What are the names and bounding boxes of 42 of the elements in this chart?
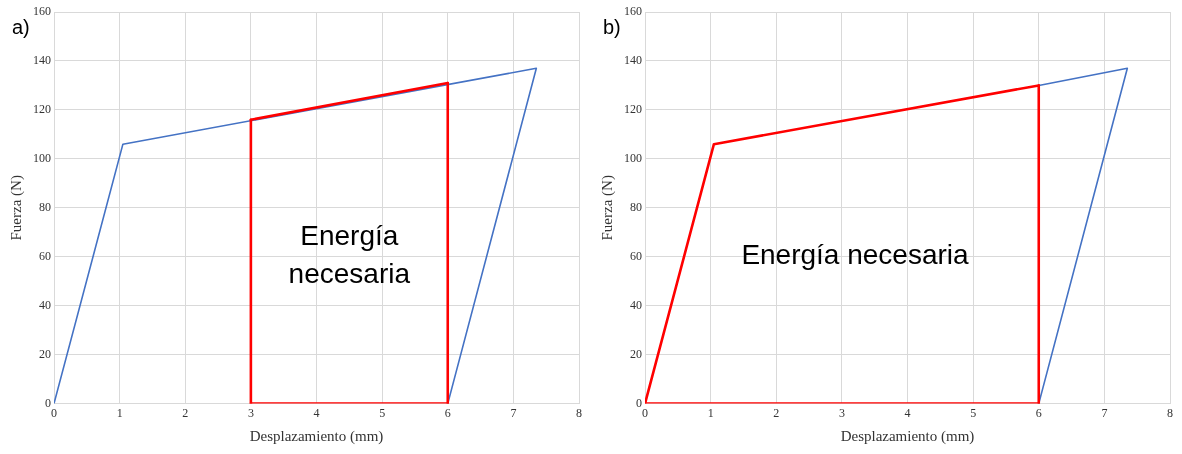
x-tick-label: 6 xyxy=(444,405,451,420)
annotation: Energía necesaria xyxy=(288,220,411,290)
y-tick-label: 160 xyxy=(624,4,642,19)
x-tick-label: 7 xyxy=(510,405,517,420)
y-tick-label: 40 xyxy=(630,297,642,312)
x-tick-label: 2 xyxy=(773,405,780,420)
x-tick-label: 4 xyxy=(904,405,911,420)
x-axis-title: Desplazamiento (mm) xyxy=(840,427,975,445)
x-tick-label: 1 xyxy=(116,405,123,420)
y-tick-label: 120 xyxy=(624,102,642,117)
x-tick-label: 6 xyxy=(1035,405,1042,420)
x-tick-label: 4 xyxy=(313,405,320,420)
x-tick-label: 8 xyxy=(576,405,582,420)
y-tick-label: 40 xyxy=(39,297,51,312)
y-tick-label: 120 xyxy=(33,102,51,117)
x-tick-label: 3 xyxy=(838,405,845,420)
y-tick-label: 0 xyxy=(45,395,51,410)
y-tick-label: 60 xyxy=(630,248,642,263)
chart-title: b) xyxy=(603,15,621,38)
y-tick-label: 0 xyxy=(636,395,642,410)
y-tick-label: 160 xyxy=(33,4,51,19)
y-tick-label: 60 xyxy=(39,248,51,263)
y-tick-label: 80 xyxy=(630,199,642,214)
y-tick-label: 20 xyxy=(39,346,51,361)
x-tick-label: 5 xyxy=(379,405,386,420)
y-tick-label: 100 xyxy=(33,151,51,166)
y-axis-title: Fuerza (N) xyxy=(598,175,616,241)
x-tick-label: 7 xyxy=(1101,405,1108,420)
x-axis-title: Desplazamiento (mm) xyxy=(249,427,384,445)
chart-title: a) xyxy=(12,15,30,38)
y-tick-label: 20 xyxy=(630,346,642,361)
x-tick-label: 2 xyxy=(182,405,189,420)
y-tick-label: 100 xyxy=(624,151,642,166)
y-tick-label: 80 xyxy=(39,199,51,214)
x-tick-label: 1 xyxy=(707,405,714,420)
y-axis-title: Fuerza (N) xyxy=(7,175,25,241)
x-tick-label: 8 xyxy=(1167,405,1173,420)
annotation: Energía necesaria xyxy=(741,239,970,271)
y-tick-label: 140 xyxy=(33,53,51,68)
y-tick-label: 140 xyxy=(624,53,642,68)
x-tick-label: 3 xyxy=(247,405,254,420)
x-tick-label: 5 xyxy=(970,405,977,420)
